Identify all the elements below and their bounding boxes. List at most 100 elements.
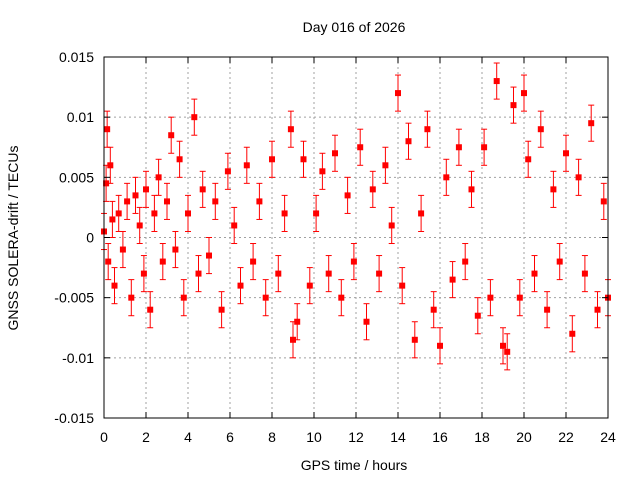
data-point [487, 294, 494, 301]
data-point [103, 180, 110, 187]
data-point [172, 246, 179, 253]
data-point [132, 192, 139, 199]
data-point [588, 120, 595, 127]
x-tick-label: 24 [600, 429, 616, 445]
y-tick-label: 0.01 [67, 109, 94, 125]
y-tick-label: -0.015 [54, 410, 94, 426]
data-point [544, 306, 551, 313]
data-point [411, 336, 418, 343]
data-point [455, 144, 462, 151]
data-point [462, 258, 469, 265]
data-point [399, 282, 406, 289]
data-point [262, 294, 269, 301]
data-point [516, 294, 523, 301]
data-point [185, 210, 191, 217]
data-point [521, 90, 527, 97]
data-point [151, 210, 158, 217]
data-point [107, 162, 114, 169]
x-tick-label: 16 [432, 429, 448, 445]
data-point [313, 210, 320, 217]
data-point [275, 270, 282, 277]
data-point [111, 282, 118, 289]
data-point [256, 198, 263, 205]
data-point [119, 246, 126, 253]
data-point [319, 168, 326, 175]
data-point [493, 78, 500, 85]
data-point [531, 270, 538, 277]
x-tick-label: 20 [516, 429, 532, 445]
data-point [195, 270, 202, 277]
x-tick-label: 22 [558, 429, 574, 445]
data-point [159, 258, 166, 265]
data-point [231, 222, 238, 229]
x-tick-label: 2 [142, 429, 150, 445]
data-point [424, 126, 431, 133]
data-point [525, 156, 532, 163]
data-point [306, 282, 313, 289]
data-point [575, 174, 582, 181]
data-point [237, 282, 244, 289]
data-point [218, 306, 225, 313]
data-point [199, 186, 206, 193]
data-point [338, 294, 345, 301]
data-point [300, 156, 307, 163]
data-point [600, 198, 607, 205]
x-tick-label: 8 [268, 429, 276, 445]
y-tick-label: 0.015 [59, 49, 94, 65]
data-point [474, 312, 481, 319]
y-tick-label: -0.005 [54, 290, 94, 306]
x-tick-label: 6 [226, 429, 234, 445]
chart-title: Day 016 of 2026 [303, 19, 406, 35]
data-point [109, 216, 116, 223]
data-point [344, 192, 351, 199]
data-point [168, 132, 175, 139]
data-point [136, 222, 143, 229]
data-point [290, 336, 296, 343]
data-point [243, 162, 250, 169]
data-point [430, 306, 437, 313]
data-point [164, 198, 170, 205]
x-tick-label: 0 [100, 429, 108, 445]
data-point [105, 258, 112, 265]
data-point [500, 342, 506, 349]
data-point [332, 150, 338, 157]
data-point [250, 258, 257, 265]
data-point [363, 318, 370, 325]
x-axis-label: GPS time / hours [301, 457, 408, 473]
data-point [155, 174, 162, 181]
data-point [115, 210, 122, 217]
data-point [481, 144, 488, 151]
data-point [418, 210, 425, 217]
data-point [104, 126, 111, 133]
data-point [550, 186, 557, 193]
data-point [594, 306, 601, 313]
data-point [357, 144, 364, 151]
data-point [128, 294, 135, 301]
data-point [468, 186, 475, 193]
x-tick-label: 4 [184, 429, 192, 445]
data-point [294, 318, 301, 325]
x-tick-label: 18 [474, 429, 490, 445]
data-point [124, 198, 131, 205]
data-point [395, 90, 401, 97]
grid [104, 57, 608, 418]
data-point [405, 138, 412, 145]
data-point [176, 156, 183, 163]
data-point [350, 258, 357, 265]
data-point [504, 348, 511, 355]
data-point [147, 306, 154, 313]
y-axis-label: GNSS SOLERA-drift / TECUs [5, 146, 21, 331]
y-tick-label: 0.005 [59, 169, 94, 185]
data-point [269, 156, 275, 163]
y-tick-label: -0.01 [62, 350, 94, 366]
data-points [101, 62, 611, 371]
data-point [191, 114, 198, 121]
x-tick-label: 12 [348, 429, 364, 445]
data-point [382, 162, 389, 169]
data-point [180, 294, 187, 301]
data-point [437, 342, 443, 349]
data-point [449, 276, 456, 283]
data-point [443, 174, 450, 181]
